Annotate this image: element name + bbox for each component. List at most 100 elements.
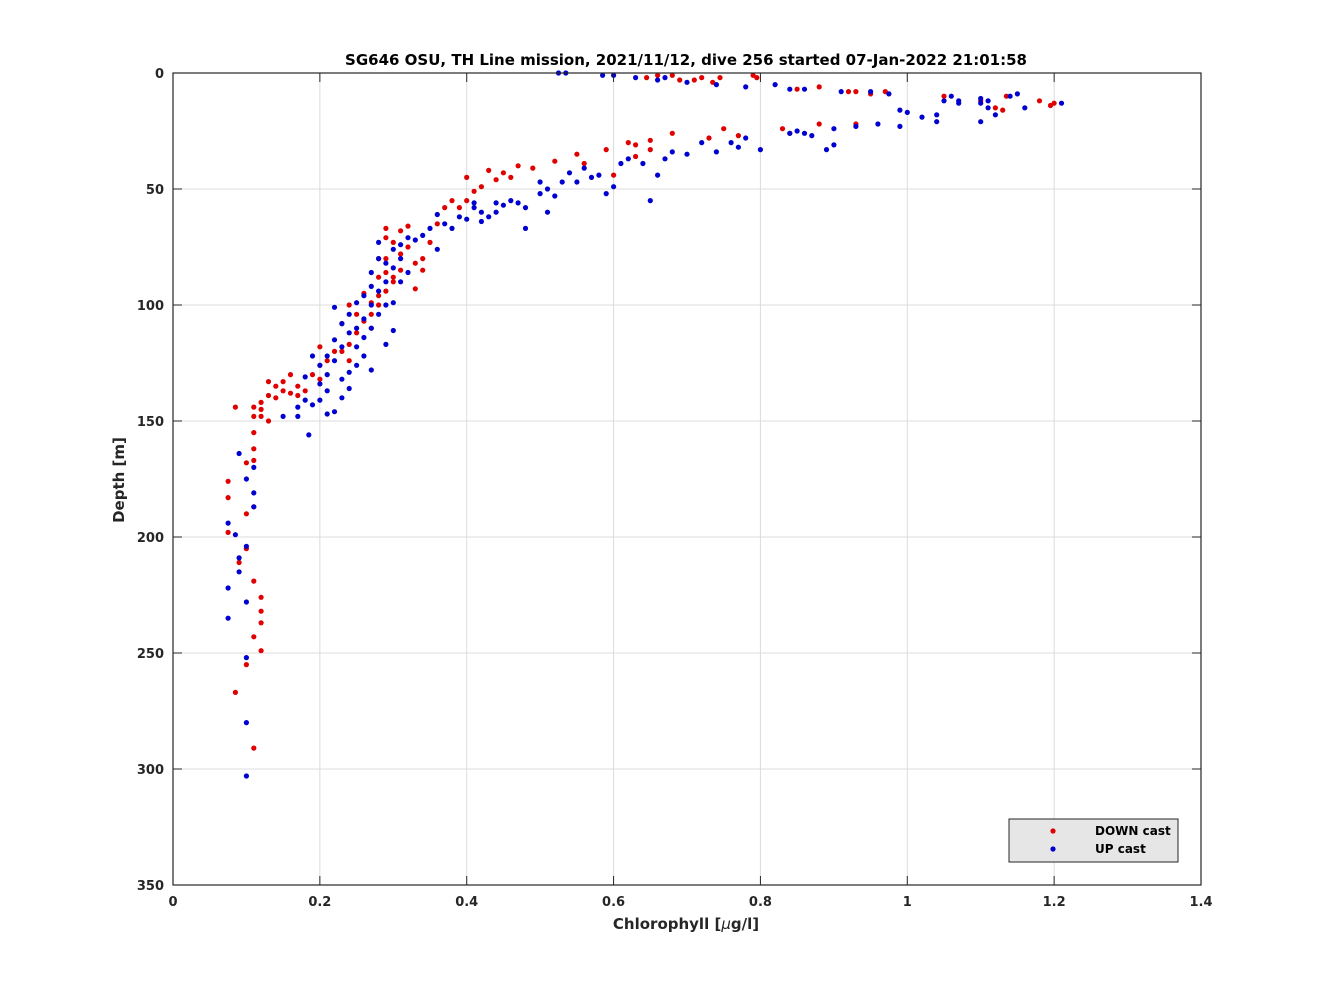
data-point [566,170,573,176]
data-point [251,745,257,751]
data-points [225,70,1065,779]
data-point [985,98,991,104]
data-point [251,634,257,640]
data-point [390,279,396,285]
data-point [331,358,338,364]
data-point [383,269,389,276]
data-point [427,239,433,245]
data-point [644,75,650,81]
data-point [346,369,352,375]
data-point [464,174,470,180]
data-point [522,205,529,211]
legend-label-up-cast: UP cast [1095,842,1146,856]
data-point [383,341,389,347]
data-point [324,358,330,364]
data-point [600,72,606,78]
data-point [449,225,455,231]
data-point [251,404,257,410]
x-axis-label: Chlorophyll [µg/l] [613,915,759,933]
data-point [251,490,257,496]
data-point [809,133,815,139]
data-point [831,126,837,132]
data-point [449,198,455,204]
data-point [354,300,360,306]
data-point [456,205,462,211]
data-point [779,126,786,132]
axis-ticks: 0 0.2 0.4 0.6 0.8 1 1.2 1.4 0 50 100 150 200 250 300 35… [137,67,1213,910]
data-point [706,135,712,141]
x-tick-label: 1 [903,895,912,910]
data-point [398,256,404,262]
data-point [258,608,264,614]
data-point [324,411,330,417]
data-point [493,200,499,206]
data-point [669,149,675,155]
data-point [434,246,440,252]
data-point [464,198,470,204]
data-point [743,135,749,141]
data-point [390,327,396,334]
data-point [243,720,249,726]
data-point [603,191,609,197]
data-point [398,279,404,285]
data-point [258,399,264,405]
data-point [265,379,272,385]
data-point [398,251,404,257]
data-point [302,397,308,403]
data-point [368,311,374,317]
data-point [868,89,874,95]
data-point [897,123,903,129]
data-point [236,559,242,566]
series-up-cast [225,70,1065,779]
data-point [251,578,257,584]
data-point [258,648,264,654]
data-point [383,288,389,294]
data-point [633,142,639,148]
x-tick-label: 0.4 [455,895,478,910]
data-point [368,269,374,276]
data-point [515,163,521,169]
data-point [978,95,984,102]
data-point [625,140,631,146]
data-point [225,520,231,526]
data-point [478,218,484,225]
data-point [611,184,617,190]
data-point [662,75,668,81]
data-point [603,147,609,153]
data-point [383,260,389,266]
data-point [225,529,231,536]
data-point [354,330,360,336]
data-point [243,773,249,779]
data-point [251,446,257,452]
data-point [236,555,242,561]
data-point [978,119,984,125]
chart-title: SG646 OSU, TH Line mission, 2021/11/12, … [345,51,1027,69]
data-point [1014,91,1021,97]
data-point [405,244,411,250]
data-point [243,599,249,605]
data-point [354,344,360,350]
legend: DOWN cast UP cast [1008,818,1179,863]
data-point [258,413,264,419]
data-point [243,543,249,549]
data-point [383,279,389,285]
data-point [324,372,330,378]
data-point [442,221,448,227]
data-point [295,404,301,410]
data-point [243,511,249,517]
data-point [611,172,617,178]
data-point [346,302,352,308]
data-point [243,662,249,668]
data-point [309,402,316,408]
data-point [225,478,231,484]
data-point [442,205,448,211]
data-point [684,151,690,157]
data-point [493,209,499,215]
data-point [236,450,242,457]
data-point [339,321,345,327]
data-point [258,620,264,626]
x-tick-label: 0.8 [749,895,772,910]
data-point [273,395,279,401]
data-point [787,130,793,136]
data-point [434,211,440,218]
